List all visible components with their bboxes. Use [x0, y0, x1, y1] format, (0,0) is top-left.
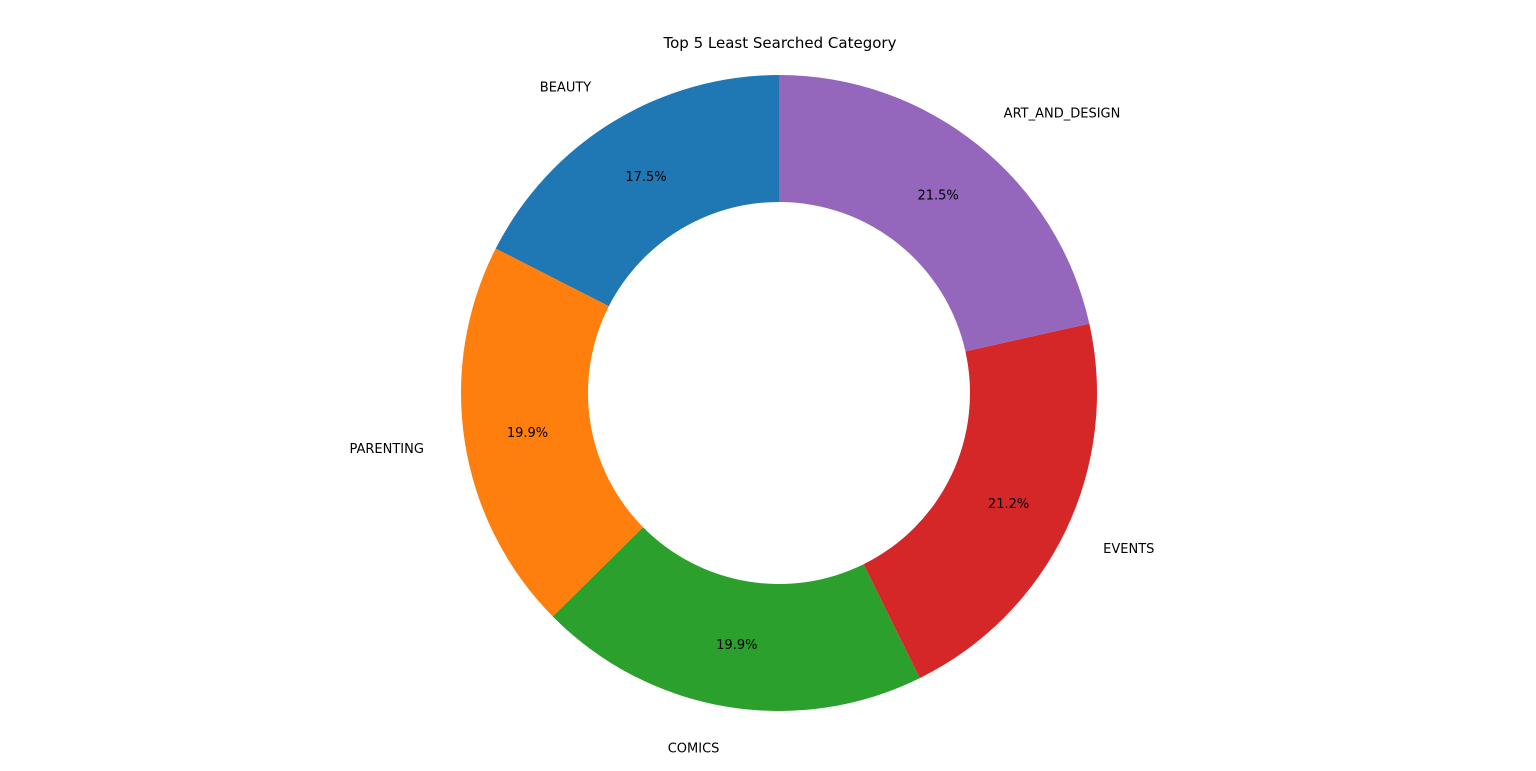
slices-group [460, 75, 1097, 711]
slice-parenting [460, 248, 644, 617]
category-label: COMICS [668, 741, 720, 756]
category-label: BEAUTY [540, 81, 591, 96]
percent-label: 17.5% [625, 170, 666, 185]
percent-label: 19.9% [716, 638, 757, 653]
category-label: EVENTS [1103, 542, 1154, 557]
category-label: ART_AND_DESIGN [1004, 107, 1121, 122]
percent-label: 21.2% [988, 497, 1029, 512]
percent-label: 21.5% [917, 188, 958, 203]
category-label: PARENTING [349, 442, 423, 457]
slice-beauty [495, 75, 779, 307]
slice-events [863, 323, 1097, 679]
slice-comics [552, 527, 920, 711]
slice-art-and-design [779, 75, 1090, 352]
chart-title: Top 5 Least Searched Category [663, 34, 897, 52]
labels-group: 17.5% BEAUTY 19.9% PARENTING 19.9% COMICS 21.2… [349, 81, 1154, 757]
percent-label: 19.9% [507, 426, 548, 441]
